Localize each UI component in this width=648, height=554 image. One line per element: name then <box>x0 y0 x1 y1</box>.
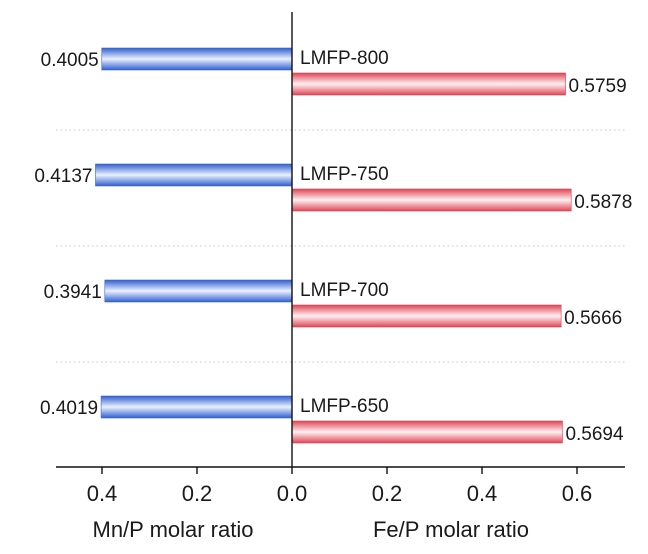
value-label-mn-lmfp-800: 0.4005 <box>41 50 99 71</box>
value-label-fe-lmfp-750: 0.5878 <box>574 192 632 213</box>
bar-mn-lmfp-800 <box>101 47 293 71</box>
x-tick-label: 0.4 <box>87 481 118 506</box>
category-label-lmfp-750: LMFP-750 <box>300 164 389 185</box>
value-label-fe-lmfp-700: 0.5666 <box>564 308 622 329</box>
x-axis-title-left: Mn/P molar ratio <box>93 517 254 542</box>
value-label-fe-lmfp-800: 0.5759 <box>569 76 627 97</box>
value-label-mn-lmfp-750: 0.4137 <box>34 166 92 187</box>
value-label-mn-lmfp-650: 0.4019 <box>40 398 98 419</box>
x-axis-title-right: Fe/P molar ratio <box>373 517 529 542</box>
bar-fe-lmfp-750 <box>291 188 572 212</box>
axes <box>56 12 625 474</box>
bar-fe-lmfp-800 <box>291 72 566 96</box>
x-tick-label: 0.6 <box>562 481 593 506</box>
value-label-mn-lmfp-700: 0.3941 <box>44 282 102 303</box>
grid-lines <box>56 129 625 363</box>
bar-mn-lmfp-650 <box>100 395 293 419</box>
bar-fe-lmfp-700 <box>291 304 562 328</box>
labels: 0.4005 0.5759 LMFP-800 0.4137 0.5878 LMFP-750… <box>34 48 632 542</box>
x-tick-label: 0.2 <box>182 481 213 506</box>
category-label-lmfp-700: LMFP-700 <box>300 280 389 301</box>
x-tick-label: 0.4 <box>467 481 498 506</box>
bars <box>95 47 572 444</box>
bar-mn-lmfp-750 <box>95 163 293 187</box>
value-label-fe-lmfp-650: 0.5694 <box>565 424 624 445</box>
bar-fe-lmfp-650 <box>291 420 563 444</box>
bar-mn-lmfp-700 <box>104 279 293 303</box>
category-label-lmfp-650: LMFP-650 <box>300 396 389 417</box>
x-tick-label: 0.2 <box>372 481 403 506</box>
x-tick-label: 0.0 <box>277 481 308 506</box>
category-label-lmfp-800: LMFP-800 <box>300 48 389 69</box>
